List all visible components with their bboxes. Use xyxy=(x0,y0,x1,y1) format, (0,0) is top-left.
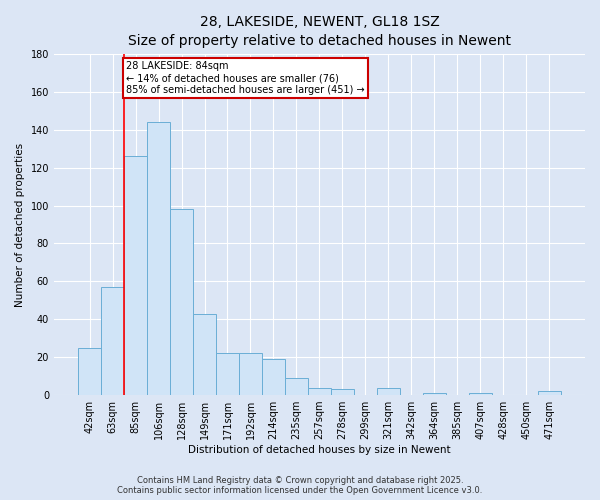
Bar xyxy=(308,388,331,395)
Bar xyxy=(331,390,354,395)
Bar xyxy=(285,378,308,395)
Bar xyxy=(78,348,101,395)
Bar xyxy=(216,354,239,395)
Bar xyxy=(377,388,400,395)
Bar xyxy=(423,393,446,395)
Y-axis label: Number of detached properties: Number of detached properties xyxy=(15,142,25,306)
Bar xyxy=(469,393,492,395)
Bar xyxy=(538,392,561,395)
Text: 28 LAKESIDE: 84sqm
← 14% of detached houses are smaller (76)
85% of semi-detache: 28 LAKESIDE: 84sqm ← 14% of detached hou… xyxy=(127,62,365,94)
Bar xyxy=(124,156,147,395)
Title: 28, LAKESIDE, NEWENT, GL18 1SZ
Size of property relative to detached houses in N: 28, LAKESIDE, NEWENT, GL18 1SZ Size of p… xyxy=(128,15,511,48)
Bar xyxy=(101,287,124,395)
Bar xyxy=(239,354,262,395)
Text: Contains HM Land Registry data © Crown copyright and database right 2025.
Contai: Contains HM Land Registry data © Crown c… xyxy=(118,476,482,495)
Bar xyxy=(147,122,170,395)
Bar xyxy=(262,359,285,395)
X-axis label: Distribution of detached houses by size in Newent: Distribution of detached houses by size … xyxy=(188,445,451,455)
Bar xyxy=(170,210,193,395)
Bar xyxy=(193,314,216,395)
